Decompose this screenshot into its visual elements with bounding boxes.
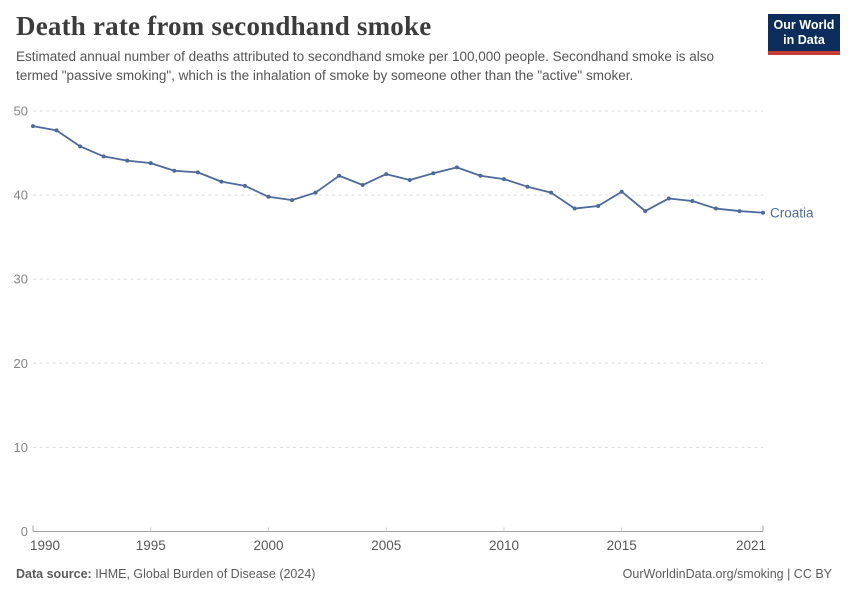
y-axis-label-0: 0: [21, 524, 28, 539]
data-point-croatia-1997[interactable]: [195, 170, 200, 175]
y-axis-label-10: 10: [14, 440, 28, 455]
y-axis-label-30: 30: [14, 272, 28, 287]
data-point-croatia-2001[interactable]: [290, 198, 295, 203]
data-point-croatia-2009[interactable]: [478, 173, 483, 178]
owid-logo-line1: Our World: [773, 17, 835, 32]
data-point-croatia-2006[interactable]: [407, 177, 412, 182]
data-point-croatia-1990[interactable]: [31, 124, 35, 129]
data-point-croatia-2002[interactable]: [313, 190, 318, 195]
x-axis-label-2010: 2010: [489, 538, 519, 553]
data-point-croatia-2019[interactable]: [713, 206, 718, 211]
data-point-croatia-2003[interactable]: [337, 173, 342, 178]
data-point-croatia-1999[interactable]: [242, 183, 247, 188]
chart-subtitle: Estimated annual number of deaths attrib…: [16, 49, 714, 84]
data-point-croatia-1991[interactable]: [54, 128, 59, 133]
data-point-croatia-1994[interactable]: [125, 158, 130, 163]
data-source-value: IHME, Global Burden of Disease (2024): [91, 567, 316, 581]
x-axis-label-1995: 1995: [136, 538, 166, 553]
y-axis-label-50: 50: [14, 104, 28, 119]
series-line-croatia[interactable]: [32, 125, 764, 214]
chart-footer: Data source: IHME, Global Burden of Dise…: [16, 567, 832, 581]
data-point-croatia-1993[interactable]: [101, 154, 106, 159]
line-chart-canvas: 0 10 20 30 40 50 1990 1995 2000 2005 2010 2015 2021 C…: [14, 104, 814, 554]
owid-logo-line2: in Data: [783, 32, 825, 47]
data-point-croatia-2020[interactable]: [737, 209, 742, 214]
data-source: Data source: IHME, Global Burden of Dise…: [16, 567, 315, 581]
series-label-croatia[interactable]: Croatia: [770, 205, 814, 220]
data-point-croatia-2010[interactable]: [501, 177, 506, 182]
x-axis-label-2005: 2005: [371, 538, 401, 553]
data-point-croatia-2015[interactable]: [619, 189, 624, 194]
y-axis-label-20: 20: [14, 356, 28, 371]
x-axis-label-2015: 2015: [607, 538, 637, 553]
page-title: Death rate from secondhand smoke: [16, 11, 432, 41]
data-point-croatia-2007[interactable]: [431, 171, 436, 176]
x-axis-label-1990: 1990: [30, 538, 60, 553]
x-axis-label-2021: 2021: [736, 538, 766, 553]
data-point-croatia-1996[interactable]: [172, 168, 177, 173]
data-source-label: Data source:: [16, 567, 92, 581]
data-point-croatia-2012[interactable]: [549, 190, 554, 195]
owid-logo[interactable]: Our World in Data: [768, 14, 840, 55]
data-point-croatia-2021[interactable]: [761, 210, 765, 215]
data-point-croatia-2014[interactable]: [596, 204, 601, 209]
data-point-croatia-2017[interactable]: [666, 196, 671, 201]
data-point-croatia-1992[interactable]: [78, 144, 83, 149]
data-point-croatia-2013[interactable]: [572, 206, 577, 211]
x-axis-label-2000: 2000: [253, 538, 283, 553]
data-point-croatia-2000[interactable]: [266, 194, 271, 199]
data-point-croatia-2005[interactable]: [384, 172, 389, 177]
data-point-croatia-2016[interactable]: [643, 209, 648, 214]
y-axis-label-40: 40: [14, 188, 28, 203]
data-point-croatia-1998[interactable]: [219, 179, 224, 184]
data-point-croatia-2004[interactable]: [360, 183, 365, 188]
data-point-croatia-1995[interactable]: [148, 161, 153, 166]
data-point-croatia-2011[interactable]: [525, 184, 530, 189]
data-point-croatia-2018[interactable]: [690, 198, 695, 203]
data-point-croatia-2008[interactable]: [454, 165, 459, 170]
owid-citation-link[interactable]: OurWorldinData.org/smoking | CC BY: [622, 567, 832, 581]
